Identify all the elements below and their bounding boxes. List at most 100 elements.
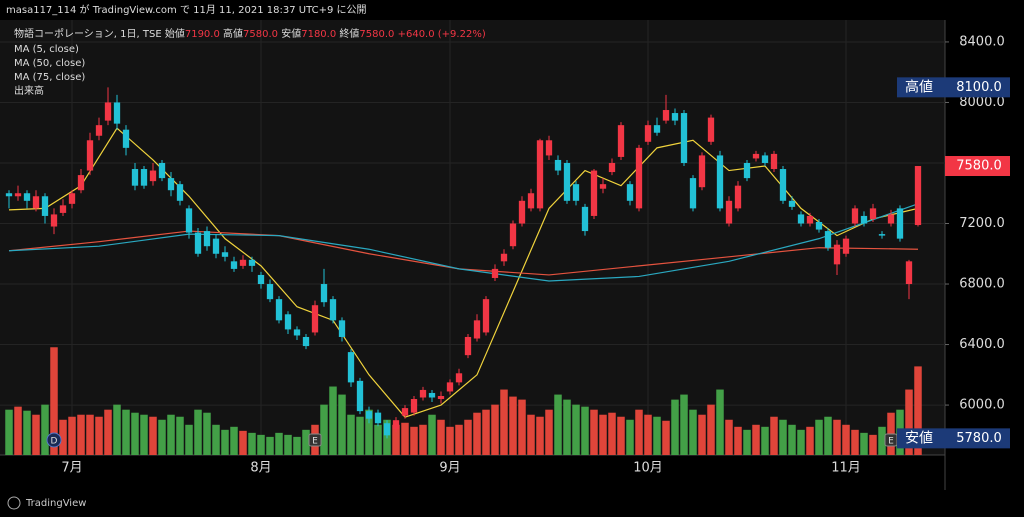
candle-body [734, 185, 742, 209]
legend-ohlc-label: 安値 [281, 27, 301, 40]
event-label: E [312, 437, 318, 447]
price-label-box [945, 156, 1010, 177]
volume-bar [239, 430, 247, 455]
candle-body [536, 140, 544, 209]
candle-body [194, 232, 202, 254]
legend-ohlc-label: 終値 [339, 27, 359, 40]
candle-body [230, 261, 238, 269]
legend-ohlc-value: 7580.0 [243, 29, 278, 40]
volume-bar [644, 414, 652, 455]
candle-body [167, 178, 175, 191]
volume-bar [392, 424, 400, 455]
volume-bar [671, 399, 679, 455]
candle-body [698, 155, 706, 188]
volume-bar [419, 424, 427, 455]
event-marker [46, 432, 62, 448]
candle-body [338, 320, 346, 337]
candle-body [239, 259, 247, 266]
volume-bar [275, 432, 283, 455]
legend-ohlc-label: 高値 [223, 27, 243, 40]
candle-body [437, 395, 445, 400]
candle-body [401, 408, 409, 416]
volume-bar [761, 426, 769, 455]
volume-bar [518, 399, 526, 455]
volume-bar [491, 404, 499, 455]
volume-bar [158, 419, 166, 455]
volume-bar [680, 394, 688, 455]
candle-body [779, 169, 787, 201]
legend-ohlc-value: 7580.0 [359, 29, 394, 40]
volume-bar [554, 394, 562, 455]
volume-bar [230, 426, 238, 455]
volume-bar [509, 396, 517, 455]
candle-body [626, 184, 634, 201]
volume-bar [482, 409, 490, 455]
candle-body [644, 125, 652, 142]
candle-body [554, 159, 562, 171]
plot [0, 20, 945, 455]
candle-body [41, 196, 49, 216]
candle-body [806, 215, 814, 224]
volume-bar [806, 426, 814, 455]
volume-bar [338, 394, 346, 455]
candle-body [581, 206, 589, 232]
volume-bar [500, 389, 508, 455]
candle-body [518, 200, 526, 224]
candle-body [851, 208, 859, 224]
volume-bar [176, 416, 184, 455]
x-tick-label: 7月 [61, 461, 82, 476]
legend-indicator: MA (50, close) [14, 58, 85, 69]
volume-bar [95, 416, 103, 455]
candle-body [149, 170, 157, 182]
volume-bar [716, 389, 724, 455]
candle-body [383, 423, 391, 436]
ma-line [8, 203, 919, 282]
candle-body [176, 184, 184, 201]
volume-bar [113, 404, 121, 455]
volume-bar [347, 414, 355, 455]
candle-body [680, 113, 688, 163]
volume-bar [851, 429, 859, 455]
candle-body [356, 380, 364, 412]
legend-ohlc-label: 始値 [165, 27, 185, 40]
volume-bar [401, 422, 409, 455]
volume-bar [662, 420, 670, 455]
volume-bar [59, 419, 67, 455]
volume-bar [599, 414, 607, 455]
candle-body [500, 253, 508, 262]
candle-body [824, 231, 832, 248]
volume-bar [878, 426, 886, 455]
footer-brand: TradingView [25, 498, 86, 509]
volume-bar [14, 406, 22, 455]
volume-bar [122, 409, 130, 455]
volume-bar [590, 409, 598, 455]
candle-body [68, 193, 76, 204]
volume-bar [365, 409, 373, 455]
candle-body [635, 147, 643, 209]
candle-body [761, 155, 769, 163]
x-tick-label: 9月 [439, 461, 460, 476]
y-tick-label: 6000.0 [959, 398, 1005, 413]
candle-body [365, 411, 373, 419]
candle-body [212, 238, 220, 254]
candle-body [23, 193, 31, 201]
legend: 物語コーポレーション, 1日, TSE 始値7190.0 高値7580.0 安値… [14, 27, 486, 97]
candle-body [608, 162, 616, 173]
candle-body [410, 399, 418, 413]
volume-bar [293, 436, 301, 455]
volume-bar [284, 434, 292, 455]
volume-bar [212, 424, 220, 455]
volume-bar [734, 426, 742, 455]
legend-symbol: 物語コーポレーション, 1日, TSE [14, 27, 162, 40]
y-tick-label: 6400.0 [959, 337, 1005, 352]
candle-body [50, 214, 58, 227]
volume-bar [653, 416, 661, 455]
candle-body [887, 214, 895, 224]
volume-bar [410, 426, 418, 455]
candle-body [428, 392, 436, 398]
candle-body [815, 221, 823, 230]
volume-bar [860, 432, 868, 455]
volume-bar [257, 434, 265, 455]
volume-bar [374, 424, 382, 455]
